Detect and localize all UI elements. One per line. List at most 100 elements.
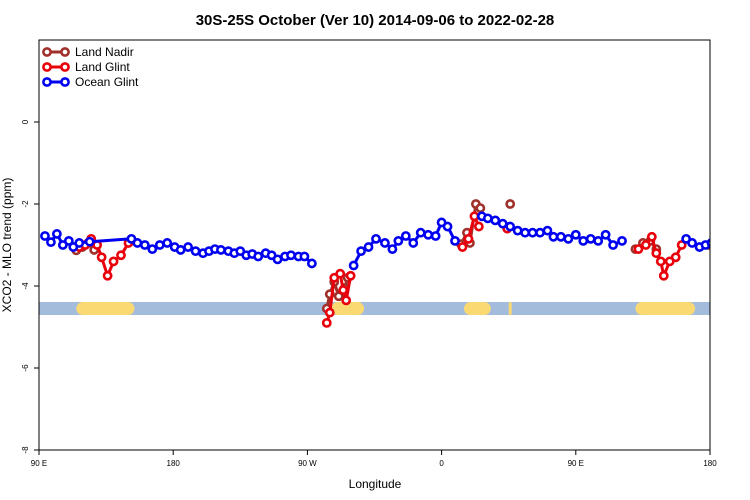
land-glint-point: [646, 231, 657, 242]
ocean-glint-point: [430, 231, 441, 241]
ocean-glint-point: [299, 251, 310, 262]
land-band-segment: [508, 302, 512, 316]
land-glint-point: [321, 317, 332, 328]
ocean-glint-point: [363, 242, 374, 252]
ocean-glint-point: [415, 227, 426, 238]
ocean-glint-point: [548, 231, 559, 242]
x-axis: 90 E 180 90 W 0 90 E 180: [31, 450, 717, 468]
land-glint-point: [463, 233, 474, 244]
land-nadir-point: [475, 203, 486, 213]
land-glint-legend-marker: [42, 62, 52, 72]
ocean-glint-legend-label: Ocean Glint: [75, 75, 139, 89]
ocean-glint-point: [542, 225, 553, 236]
land-nadir-point: [333, 291, 344, 302]
ocean-glint-legend-marker: [60, 77, 70, 87]
ocean-glint-point: [497, 218, 508, 229]
ocean-glint-point: [306, 258, 317, 269]
land-glint-point: [338, 285, 349, 295]
land-glint-point: [655, 256, 666, 267]
land-glint-point: [670, 252, 681, 263]
ocean-glint-point: [183, 242, 194, 252]
ocean-glint-point: [253, 251, 264, 262]
ocean-glint-point: [84, 236, 95, 247]
land-glint-point: [341, 295, 352, 306]
ocean-glint-point: [51, 229, 62, 239]
ocean-glint-point: [555, 231, 566, 242]
land-glint-point: [676, 240, 687, 250]
ocean-glint-point: [442, 221, 453, 232]
x-tick-label: 90 E: [568, 459, 584, 468]
ocean-glint-point: [512, 225, 523, 236]
land-nadir-point: [505, 199, 516, 209]
ocean-glint-point: [706, 238, 710, 248]
ocean-glint-point: [162, 238, 173, 248]
land-glint-point: [108, 256, 119, 267]
ocean-glint-point: [520, 227, 531, 238]
y-tick-label: 0: [21, 119, 30, 124]
ocean-glint-point: [608, 240, 618, 250]
ocean-glint-point: [286, 250, 296, 261]
ocean-glint-point: [585, 233, 596, 244]
ocean-glint-point: [490, 215, 501, 226]
plot-area: [39, 199, 710, 328]
ocean-glint-point: [400, 231, 411, 241]
ocean-glint-point: [74, 238, 85, 248]
ocean-glint-point: [63, 235, 74, 246]
land-glint-point: [324, 307, 335, 318]
land-glint-point: [658, 270, 669, 281]
ocean-glint-point: [505, 221, 516, 232]
land-band-segment: [76, 302, 135, 316]
chart-title: 30S-25S October (Ver 10) 2014-09-06 to 2…: [196, 12, 555, 29]
ocean-glint-point: [578, 235, 589, 246]
ocean-glint-point: [687, 238, 698, 248]
land-glint-line: [461, 214, 481, 248]
ocean-glint-point: [387, 244, 398, 254]
x-tick-label: 90 E: [31, 459, 47, 468]
ocean-glint-point: [482, 213, 493, 224]
y-tick-label: -2: [21, 200, 30, 208]
x-tick-label: 180: [703, 459, 717, 468]
land-glint-point: [473, 221, 484, 232]
land-glint-point: [651, 248, 662, 259]
land-glint-point: [96, 252, 107, 263]
x-tick-label: 180: [167, 459, 181, 468]
y-tick-label: -4: [21, 282, 30, 290]
land-band-segment: [463, 302, 491, 316]
land-glint-point: [457, 242, 468, 252]
ocean-glint-point: [147, 244, 158, 254]
land-glint-point: [116, 250, 126, 261]
ocean-glint-point: [408, 238, 419, 248]
plot-frame: [38, 39, 711, 451]
x-tick-label: 90 W: [298, 459, 317, 468]
land-glint-legend-marker: [60, 62, 70, 72]
ocean-glint-point: [617, 235, 627, 246]
ocean-glint-point: [393, 235, 404, 246]
ocean-glint-point: [356, 246, 366, 257]
ocean-glint-point: [46, 237, 56, 248]
y-axis-label: XCO2 - MLO trend (ppm): [0, 178, 14, 313]
ocean-glint-point: [371, 233, 381, 244]
ocean-glint-point: [570, 229, 581, 240]
ocean-glint-point: [450, 235, 460, 246]
ocean-glint-point: [154, 240, 165, 250]
ocean-glint-point: [40, 231, 50, 241]
land-glint-legend-label: Land Glint: [75, 60, 130, 74]
ocean-glint-point: [272, 254, 283, 265]
land-glint-point: [345, 270, 356, 281]
land-glint-point: [640, 240, 651, 250]
land-nadir-legend-marker: [60, 47, 70, 57]
land-glint-point: [102, 270, 113, 281]
ocean-glint-legend-marker: [42, 77, 52, 87]
land-nadir-legend-label: Land Nadir: [75, 45, 134, 59]
ocean-glint-point: [190, 246, 201, 257]
y-tick-label: -6: [21, 364, 30, 372]
land-glint-point: [335, 268, 346, 279]
land-glint-point: [633, 244, 644, 254]
ocean-glint-point: [563, 233, 574, 244]
ocean-glint-point: [132, 238, 143, 248]
ocean-glint-point: [535, 227, 545, 238]
land-nadir-legend-marker: [42, 47, 52, 57]
ocean-glint-point: [216, 245, 226, 255]
